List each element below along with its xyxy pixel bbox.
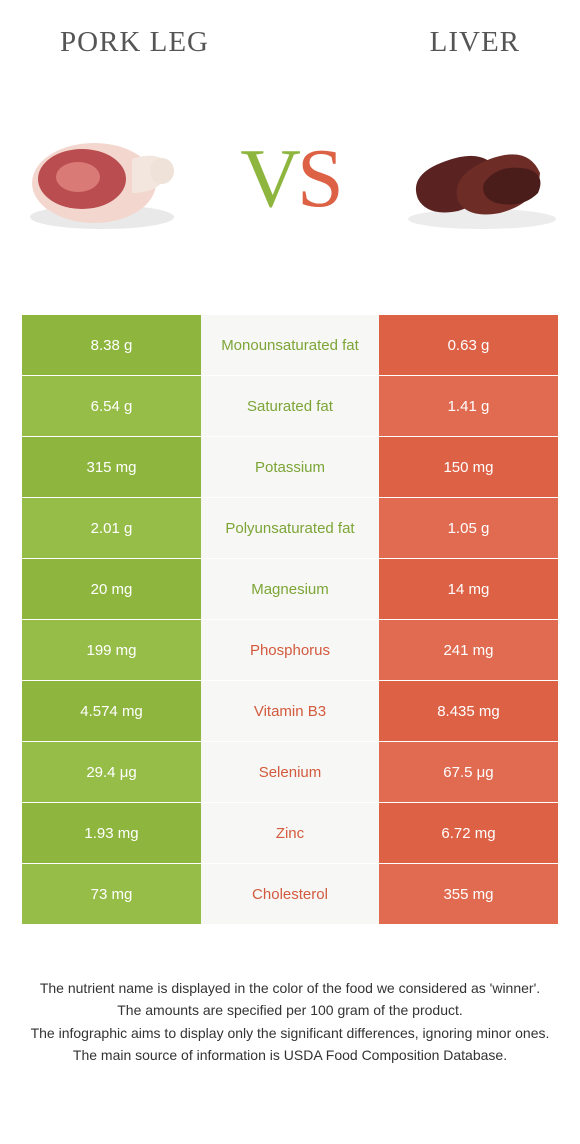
vs-s: S — [297, 132, 340, 225]
value-left: 29.4 μg — [22, 742, 201, 802]
hero-row: VS — [0, 99, 580, 259]
liver-image — [388, 119, 568, 239]
value-right: 1.41 g — [379, 376, 558, 436]
value-left: 315 mg — [22, 437, 201, 497]
table-row: 8.38 gMonounsaturated fat0.63 g — [22, 315, 558, 375]
pork-leg-image — [12, 119, 192, 239]
food-title-right: Liver — [430, 26, 520, 59]
table-row: 315 mgPotassium150 mg — [22, 437, 558, 497]
value-right: 1.05 g — [379, 498, 558, 558]
value-left: 199 mg — [22, 620, 201, 680]
nutrient-label: Phosphorus — [201, 620, 379, 680]
food-title-left: Pork leg — [60, 26, 209, 59]
value-left: 73 mg — [22, 864, 201, 924]
footnote-line: The amounts are specified per 100 gram o… — [24, 1000, 556, 1020]
nutrient-label: Selenium — [201, 742, 379, 802]
header: Pork leg Liver — [0, 0, 580, 69]
table-row: 199 mgPhosphorus241 mg — [22, 620, 558, 680]
nutrient-label: Saturated fat — [201, 376, 379, 436]
value-right: 67.5 μg — [379, 742, 558, 802]
value-right: 150 mg — [379, 437, 558, 497]
footnote-line: The infographic aims to display only the… — [24, 1023, 556, 1043]
nutrient-label: Zinc — [201, 803, 379, 863]
table-row: 6.54 gSaturated fat1.41 g — [22, 376, 558, 436]
value-left: 1.93 mg — [22, 803, 201, 863]
value-left: 4.574 mg — [22, 681, 201, 741]
value-right: 241 mg — [379, 620, 558, 680]
value-left: 6.54 g — [22, 376, 201, 436]
table-row: 29.4 μgSelenium67.5 μg — [22, 742, 558, 802]
footnote-line: The main source of information is USDA F… — [24, 1045, 556, 1065]
value-left: 20 mg — [22, 559, 201, 619]
table-row: 2.01 gPolyunsaturated fat1.05 g — [22, 498, 558, 558]
table-row: 1.93 mgZinc6.72 mg — [22, 803, 558, 863]
value-right: 14 mg — [379, 559, 558, 619]
value-right: 6.72 mg — [379, 803, 558, 863]
vs-label: VS — [240, 137, 339, 221]
table-row: 4.574 mgVitamin B38.435 mg — [22, 681, 558, 741]
table-row: 20 mgMagnesium14 mg — [22, 559, 558, 619]
value-left: 8.38 g — [22, 315, 201, 375]
comparison-table: 8.38 gMonounsaturated fat0.63 g6.54 gSat… — [22, 315, 558, 924]
value-right: 355 mg — [379, 864, 558, 924]
nutrient-label: Polyunsaturated fat — [201, 498, 379, 558]
table-row: 73 mgCholesterol355 mg — [22, 864, 558, 924]
footnotes: The nutrient name is displayed in the co… — [24, 978, 556, 1065]
vs-v: V — [240, 132, 297, 225]
nutrient-label: Monounsaturated fat — [201, 315, 379, 375]
nutrient-label: Vitamin B3 — [201, 681, 379, 741]
value-left: 2.01 g — [22, 498, 201, 558]
nutrient-label: Potassium — [201, 437, 379, 497]
value-right: 0.63 g — [379, 315, 558, 375]
value-right: 8.435 mg — [379, 681, 558, 741]
nutrient-label: Cholesterol — [201, 864, 379, 924]
nutrient-label: Magnesium — [201, 559, 379, 619]
footnote-line: The nutrient name is displayed in the co… — [24, 978, 556, 998]
